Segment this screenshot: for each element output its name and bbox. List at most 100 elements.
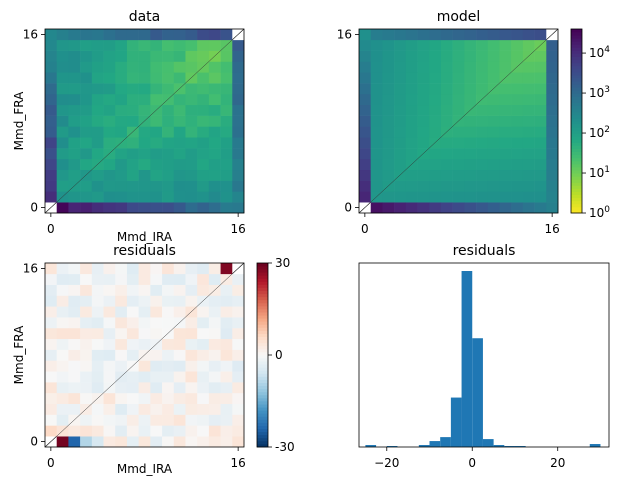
heatmap-cell: [126, 338, 139, 350]
colorbar-segment: [571, 108, 582, 113]
colorbar-segment: [571, 114, 582, 119]
heatmap-cell: [138, 126, 151, 138]
heatmap-cell: [185, 169, 198, 181]
heatmap-cell: [440, 169, 453, 181]
colorbar-segment: [257, 419, 268, 423]
heatmap-cell: [91, 284, 104, 296]
heatmap-cell: [45, 382, 58, 394]
heatmap-cell: [45, 72, 58, 84]
heatmap-cell: [162, 338, 175, 350]
x-tick-label: 16: [231, 456, 246, 470]
heatmap-cell: [197, 360, 210, 372]
heatmap-cell: [370, 93, 383, 106]
heatmap-cell: [487, 180, 500, 192]
heatmap-cell: [150, 360, 163, 372]
heatmap-cell: [197, 284, 210, 296]
heatmap-cell: [45, 338, 58, 350]
heatmap-cell: [56, 284, 69, 296]
colorbar-segment: [571, 145, 582, 149]
heatmap-cell: [126, 104, 139, 116]
colorbar-segment: [257, 413, 268, 417]
heatmap-cell: [440, 148, 453, 160]
heatmap-cell: [45, 39, 58, 51]
heatmap-cell: [173, 50, 186, 62]
heatmap-cell: [476, 29, 489, 41]
colorbar-segment: [257, 318, 268, 322]
heatmap-cell: [440, 72, 453, 84]
heatmap-cell: [185, 158, 198, 171]
heatmap-cell: [499, 104, 512, 116]
heatmap-cell: [173, 29, 186, 41]
heatmap-cell: [440, 83, 453, 95]
heatmap-cell: [138, 263, 151, 275]
heatmap-cell: [115, 317, 128, 329]
heatmap-cell: [359, 83, 372, 95]
heatmap-cell: [232, 137, 245, 149]
heatmap-cell: [138, 338, 151, 350]
colorbar-segment: [571, 87, 582, 91]
heatmap-cell: [232, 327, 245, 340]
heatmap-cell: [394, 158, 407, 171]
heatmap-cell: [56, 338, 69, 350]
heatmap-cell: [103, 83, 116, 95]
heatmap-cell: [370, 39, 383, 51]
colorbar-segment: [257, 382, 268, 387]
heatmap-cell: [511, 50, 524, 62]
heatmap-cell: [208, 115, 221, 127]
heatmap-cell: [417, 169, 430, 181]
heatmap-cell: [220, 126, 233, 138]
heatmap-cell: [405, 202, 418, 214]
heatmap-cell: [511, 126, 524, 138]
heatmap-cell: [220, 137, 233, 149]
heatmap-cell: [232, 317, 245, 329]
heatmap-cell: [138, 180, 151, 192]
heatmap-cell: [185, 263, 198, 275]
heatmap-cell: [522, 158, 535, 171]
heatmap-cell: [45, 392, 58, 405]
heatmap-cell: [80, 382, 93, 394]
colorbar-segment: [257, 299, 268, 304]
heatmap-cell: [359, 115, 372, 127]
heatmap-cell: [138, 169, 151, 181]
heatmap-cell: [56, 180, 69, 192]
heatmap-cell: [534, 169, 547, 181]
colorbar-segment: [257, 330, 268, 334]
colorbar-segment: [571, 99, 582, 103]
heatmap-cell: [197, 29, 210, 41]
heatmap-cell: [405, 169, 418, 181]
colorbar-segment: [257, 388, 268, 393]
colorbar-segment: [571, 84, 582, 88]
heatmap-cell: [91, 169, 104, 181]
heatmap-cell: [173, 61, 186, 73]
heatmap-cell: [359, 169, 372, 181]
heatmap-cell: [68, 371, 81, 383]
heatmap-cell: [220, 202, 233, 214]
heatmap-cell: [162, 273, 175, 285]
heatmap-cell: [173, 137, 186, 149]
heatmap-cell: [45, 115, 58, 127]
heatmap-cell: [185, 93, 198, 106]
heatmap-cell: [382, 29, 395, 41]
heatmap-cell: [150, 425, 163, 437]
histogram-bar: [472, 338, 483, 447]
heatmap-cell: [208, 169, 221, 181]
heatmap-cell: [499, 83, 512, 95]
heatmap-cell: [232, 295, 245, 307]
colorbar-segment: [257, 278, 268, 282]
heatmap-cell: [522, 126, 535, 138]
heatmap-cell: [197, 382, 210, 394]
heatmap-cell: [138, 148, 151, 160]
heatmap-cell: [68, 425, 81, 437]
colorbar-segment: [571, 29, 582, 33]
heatmap-cell: [476, 137, 489, 149]
heatmap-cell: [429, 29, 442, 41]
heatmap-cell: [68, 436, 81, 448]
heatmap-cell: [511, 180, 524, 192]
colorbar-segment: [571, 47, 582, 51]
heatmap-cell: [138, 284, 151, 296]
heatmap-cell: [382, 72, 395, 84]
heatmap-cell: [220, 360, 233, 372]
heatmap-cell: [80, 273, 93, 285]
heatmap-cell: [103, 202, 116, 214]
histogram-bar: [386, 446, 398, 447]
